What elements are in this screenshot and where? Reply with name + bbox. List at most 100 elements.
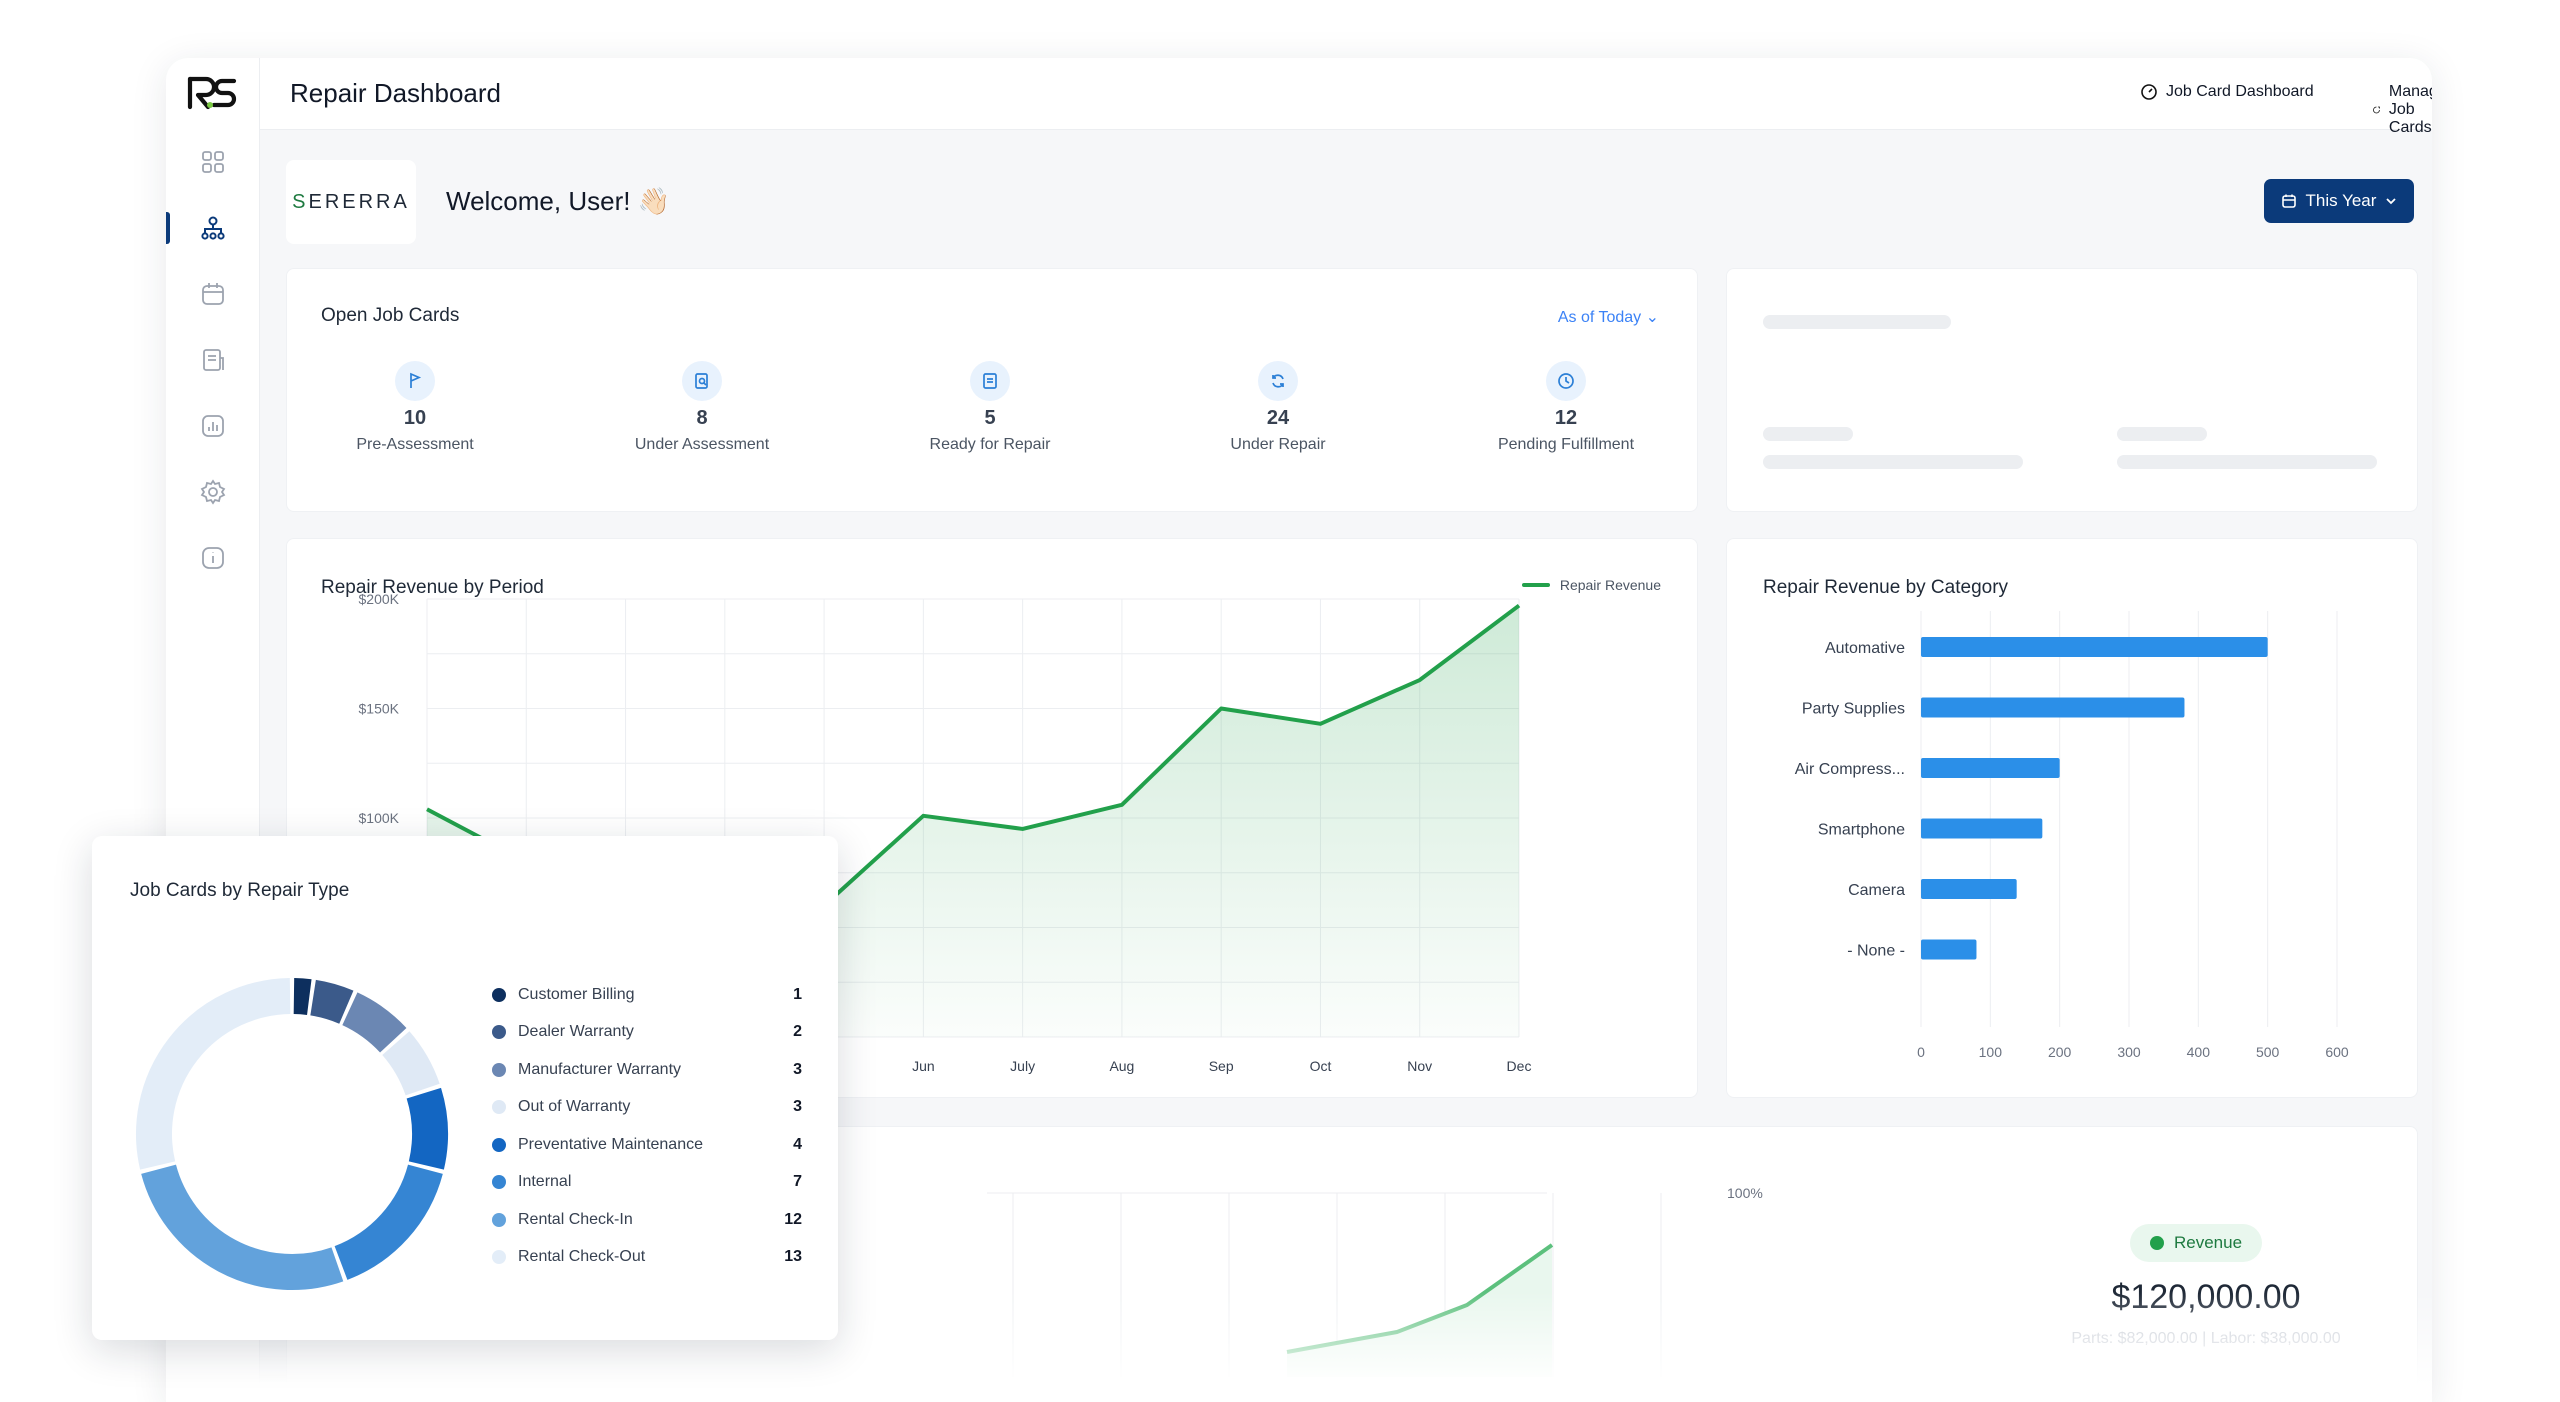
legend-label: Rental Check-In <box>518 1210 633 1228</box>
legend-item[interactable]: Dealer Warranty 2 <box>492 1014 802 1052</box>
welcome-message: Welcome, User! 👋🏻 <box>446 186 671 216</box>
x-tick-label: 400 <box>2187 1044 2211 1060</box>
company-logo: SERERRA <box>286 160 416 244</box>
stat-label: Under Repair <box>1230 436 1326 453</box>
donut-slice-1 <box>309 979 354 1024</box>
loading-placeholder-card <box>1726 268 2418 512</box>
x-tick-label: Oct <box>1310 1058 1332 1074</box>
category-label: - None - <box>1847 943 1905 960</box>
bar-0 <box>1921 637 2268 657</box>
revenue-total: $120,000.00 <box>2111 1278 2301 1316</box>
clock-icon <box>1546 361 1586 401</box>
x-tick-label: Aug <box>1109 1058 1134 1074</box>
as-of-filter[interactable]: As of Today ⌄ <box>1558 307 1659 327</box>
flag-icon <box>395 361 435 401</box>
category-label: Camera <box>1848 882 1905 899</box>
stat-value: 5 <box>984 407 996 429</box>
revenue-split: Parts: $82,000.00 | Labor: $38,000.00 <box>2071 1330 2341 1347</box>
open-job-cards-card: Open Job Cards As of Today ⌄ 10 Pre-Asse… <box>286 268 1698 512</box>
category-label: Air Compress... <box>1795 761 1905 778</box>
legend-swatch <box>1521 583 1550 587</box>
x-tick-label: Dec <box>1507 1058 1532 1074</box>
x-tick-label: 200 <box>2048 1044 2072 1060</box>
refresh-icon <box>1258 361 1298 401</box>
legend-dot <box>492 1062 506 1077</box>
x-tick-label: 500 <box>2256 1044 2280 1060</box>
revenue-category-chart: 0 100 200 300 400 500 600 Automative Party Suppl… <box>1795 611 2349 1060</box>
skeleton-bar <box>1763 427 1853 441</box>
sidebar-item-calendar[interactable] <box>166 272 260 316</box>
page-title: Repair Dashboard <box>290 78 502 108</box>
trend-area <box>1287 1245 1552 1377</box>
sidebar-item-dashboard[interactable] <box>166 140 260 184</box>
legend-label: Internal <box>518 1173 572 1191</box>
legend-item[interactable]: Rental Check-In 12 <box>492 1201 802 1239</box>
legend-item[interactable]: Internal 7 <box>492 1164 802 1202</box>
category-label: Party Supplies <box>1802 701 1905 718</box>
job-card-dashboard-link[interactable]: Job Card Dashboard <box>2140 83 2314 101</box>
y-tick-label: $150K <box>359 701 400 717</box>
stat-label: Under Assessment <box>634 436 770 453</box>
job-card-dashboard-label: Job Card Dashboard <box>2166 83 2314 100</box>
stat-under-assessment[interactable]: 8 Under Assessment <box>602 361 802 454</box>
stat-pending-fulfillment[interactable]: 12 Pending Fulfillment <box>1466 361 1666 454</box>
legend-item[interactable]: Customer Billing 1 <box>492 976 802 1014</box>
as-of-label: As of Today <box>1557 309 1642 326</box>
stat-ready-for-repair[interactable]: 5 Ready for Repair <box>890 361 1090 454</box>
revenue-by-period-title: Repair Revenue by Period <box>321 577 544 598</box>
x-tick-label: 300 <box>2117 1044 2141 1060</box>
x-tick-label: July <box>1010 1058 1035 1074</box>
stat-value: 8 <box>696 407 708 429</box>
legend-item[interactable]: Rental Check-Out 13 <box>492 1239 802 1277</box>
brand-name: ERERRA <box>308 190 410 213</box>
skeleton-bar <box>2117 455 2377 469</box>
revenue-by-category-title: Repair Revenue by Category <box>1763 577 2009 598</box>
hierarchy-icon <box>201 216 225 240</box>
revenue-badge[interactable]: Revenue <box>2130 1224 2263 1262</box>
legend-label: Out of Warranty <box>518 1098 631 1116</box>
period-select-button[interactable]: This Year <box>2264 179 2414 223</box>
legend-dot <box>492 1175 506 1190</box>
sidebar-item-job-cards[interactable] <box>166 206 260 250</box>
legend-count: 3 <box>793 1098 802 1116</box>
x-tick-label: Jun <box>912 1058 935 1074</box>
stat-pre-assessment[interactable]: 10 Pre-Assessment <box>315 361 515 454</box>
legend-item[interactable]: Out of Warranty 3 <box>492 1089 802 1127</box>
chart-legend[interactable]: Repair Revenue <box>1521 577 1661 593</box>
open-job-cards-title: Open Job Cards <box>321 305 460 326</box>
sidebar-item-documents[interactable] <box>166 338 260 382</box>
document-icon <box>203 349 224 371</box>
legend-count: 4 <box>793 1135 802 1153</box>
legend-item[interactable]: Manufacturer Warranty 3 <box>492 1051 802 1089</box>
repair-type-title: Job Cards by Repair Type <box>130 880 350 901</box>
stat-under-repair[interactable]: 24 Under Repair <box>1178 361 1378 454</box>
legend-label: Customer Billing <box>518 985 635 1003</box>
calendar-icon <box>2281 194 2296 208</box>
dashboard-grid-icon <box>202 151 224 173</box>
stat-label: Pre-Assessment <box>356 436 474 453</box>
skeleton-bar <box>2117 427 2207 441</box>
bar-4 <box>1921 879 2017 899</box>
sidebar-item-settings[interactable] <box>166 470 260 514</box>
manage-job-cards-link[interactable]: Manage Job Cards <box>2372 83 2432 137</box>
legend-label: Repair Revenue <box>1559 577 1661 593</box>
rs-logo <box>187 76 237 110</box>
x-tick-label: 100 <box>1979 1044 2003 1060</box>
legend-dot <box>492 1137 506 1152</box>
revenue-by-category-card: Repair Revenue by Category 0 100 200 300 400… <box>1726 538 2418 1098</box>
legend-count: 2 <box>793 1023 802 1041</box>
legend-dot <box>492 987 506 1002</box>
bar-2 <box>1921 758 2060 778</box>
legend-item[interactable]: Preventative Maintenance 4 <box>492 1126 802 1164</box>
donut-slice-3 <box>381 1031 440 1096</box>
period-label: This Year <box>2305 191 2377 210</box>
legend-count: 3 <box>793 1060 802 1078</box>
settings-gear-icon <box>200 479 226 505</box>
job-cards-by-repair-type-card: Job Cards by Repair Type Customer Billin… <box>92 836 838 1340</box>
sidebar-item-reports[interactable] <box>166 404 260 448</box>
calendar-icon <box>202 283 224 305</box>
legend-dot <box>492 1025 506 1040</box>
sidebar-item-info[interactable] <box>166 536 260 580</box>
revenue-badge-label: Revenue <box>2174 1233 2243 1252</box>
search-document-icon <box>682 361 722 401</box>
